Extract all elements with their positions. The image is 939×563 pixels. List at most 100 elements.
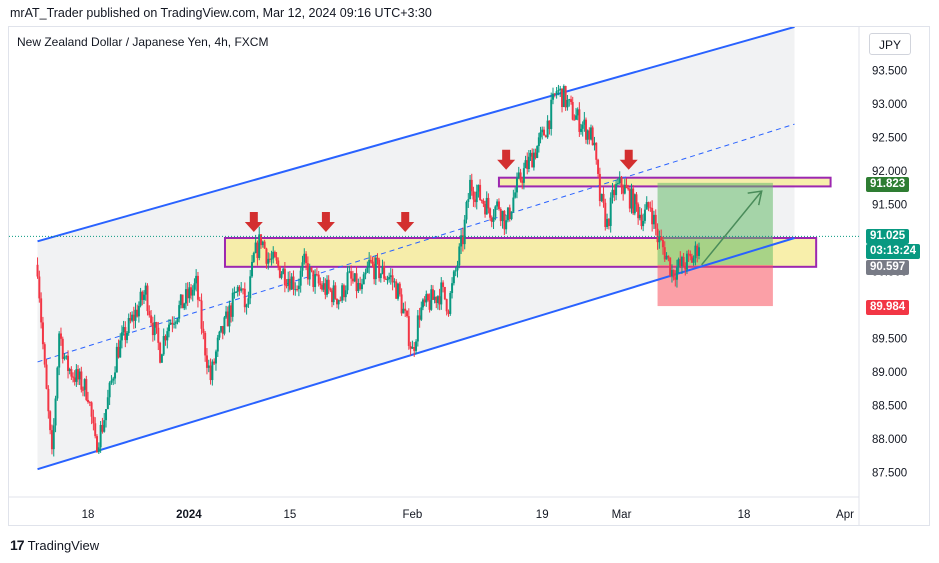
candle-body <box>642 220 645 227</box>
candle <box>225 305 228 319</box>
candle-body <box>301 262 304 271</box>
candle-body <box>628 189 631 209</box>
candle-body <box>233 292 236 294</box>
candle <box>364 268 367 280</box>
candle <box>106 389 109 410</box>
candle-body <box>341 285 344 301</box>
candle <box>193 278 196 296</box>
candle <box>531 148 534 168</box>
chart-pane[interactable] <box>8 26 930 526</box>
candle-body <box>251 261 254 277</box>
candle <box>166 327 169 349</box>
candle <box>651 200 654 232</box>
candle-body <box>536 146 539 158</box>
candle <box>139 287 142 308</box>
price-tick-label: 88.000 <box>872 434 907 446</box>
candle <box>159 341 162 364</box>
candle <box>326 275 329 298</box>
candle <box>58 331 61 376</box>
candle-body <box>67 355 70 372</box>
candle <box>505 214 508 234</box>
candle-body <box>675 267 678 280</box>
candle-body <box>643 209 646 221</box>
candle-body <box>615 184 618 196</box>
candle-body <box>226 311 229 327</box>
candle <box>87 391 89 404</box>
candle <box>120 325 123 349</box>
candle-body <box>368 259 371 267</box>
candle <box>80 366 83 393</box>
candle <box>503 210 506 236</box>
candle <box>200 293 203 335</box>
candle <box>275 251 278 264</box>
candle-body <box>240 288 243 291</box>
candle <box>142 290 145 305</box>
candle <box>369 255 372 264</box>
candle <box>423 296 426 307</box>
candle-body <box>435 296 438 304</box>
candle <box>97 442 100 455</box>
candle-body <box>173 323 176 325</box>
candle <box>254 234 257 254</box>
candle-body <box>75 369 78 382</box>
symbol-title[interactable]: New Zealand Dollar / Japanese Yen, 4h, F… <box>17 35 269 49</box>
candle-body <box>221 326 224 334</box>
candle-body <box>77 369 80 380</box>
candle-body <box>207 365 210 368</box>
candle-body <box>638 214 641 219</box>
candle <box>282 267 285 275</box>
candle-body <box>421 299 424 308</box>
candle-body <box>366 266 369 273</box>
price-tick-label: 93.000 <box>872 99 907 111</box>
candle-body <box>487 197 490 209</box>
candle-body <box>195 275 198 284</box>
candle-body <box>692 258 695 263</box>
candle-body <box>236 286 239 292</box>
candle-body <box>407 316 410 346</box>
candle-body <box>191 289 194 296</box>
candle-body <box>406 310 409 317</box>
candle <box>469 174 472 200</box>
candle-body <box>541 129 544 133</box>
candle <box>680 255 683 274</box>
candle-body <box>607 218 610 226</box>
candle-body <box>568 99 571 101</box>
candle-body <box>571 102 574 120</box>
candle <box>638 206 641 221</box>
candle <box>231 288 234 322</box>
candle <box>256 240 259 266</box>
candle <box>669 257 672 278</box>
candle <box>49 410 52 435</box>
candle-body <box>472 191 475 200</box>
candle <box>153 314 156 341</box>
candle <box>59 327 62 346</box>
candle-body <box>263 241 266 249</box>
tradingview-footer[interactable]: 17 TradingView <box>10 537 99 553</box>
candle <box>78 368 81 386</box>
candle <box>277 257 280 271</box>
candle <box>75 364 78 387</box>
candle <box>334 282 337 300</box>
candle <box>350 265 353 286</box>
candle-body <box>663 247 666 260</box>
candle <box>395 279 398 299</box>
candle-body <box>126 333 129 341</box>
currency-selector[interactable]: JPY <box>869 33 911 55</box>
candle <box>56 366 59 401</box>
candle-body <box>265 248 268 264</box>
candle <box>214 349 217 371</box>
candle-body <box>258 234 261 258</box>
candle <box>162 328 165 356</box>
candle-body <box>139 291 142 306</box>
candle-body <box>70 369 73 377</box>
candle-body <box>586 130 589 140</box>
candle-body <box>225 311 228 318</box>
candle-body <box>353 273 356 282</box>
candle <box>652 210 655 230</box>
time-axis[interactable]: 18 2024 15 Feb 19 Mar 18 Apr <box>82 509 855 521</box>
candle-body <box>548 120 551 129</box>
candle-body <box>384 278 387 280</box>
candle <box>294 282 297 296</box>
channel-mid-line <box>37 123 795 363</box>
